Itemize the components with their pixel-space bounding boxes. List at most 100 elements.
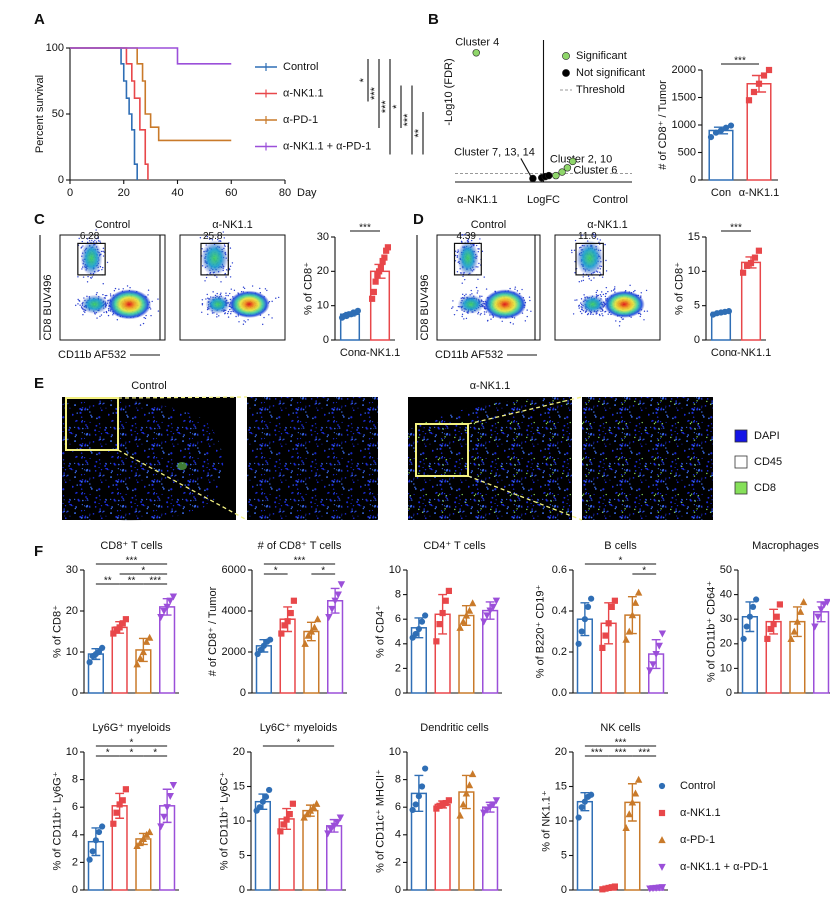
y-tick-label: 30 (317, 231, 329, 243)
flow-event (105, 311, 108, 314)
data-point (749, 603, 757, 611)
survival-curve (70, 47, 232, 142)
flow-event (247, 319, 249, 321)
flow-event (599, 294, 602, 296)
data-point (262, 793, 270, 800)
flow-event (574, 239, 577, 242)
y-tick-label: 0 (726, 687, 732, 699)
flow-event (201, 302, 204, 305)
flow-event (470, 239, 473, 242)
flow-event (574, 272, 576, 274)
legend-swatch (734, 481, 748, 495)
y-tick-label: 2000 (222, 646, 246, 658)
flow-event (108, 309, 110, 312)
flow-event (80, 247, 82, 249)
error-bar (138, 637, 148, 663)
flow-event (219, 240, 221, 242)
flow-event (605, 286, 608, 289)
flow-event (526, 315, 528, 318)
flow-event (614, 286, 616, 288)
data-point (796, 607, 805, 615)
data-point (327, 826, 335, 834)
data-point (412, 630, 419, 638)
data-point (145, 633, 154, 641)
flow-event (86, 238, 89, 240)
flow-event (227, 310, 230, 313)
flow-event (77, 298, 79, 301)
flow-event (77, 276, 79, 278)
data-point (157, 823, 165, 831)
survival-curve (70, 47, 138, 180)
y-tick-label: 10 (720, 662, 732, 674)
data-point (575, 640, 582, 647)
flow-event (643, 310, 646, 312)
flow-event (453, 313, 456, 316)
flow-event (229, 265, 232, 268)
data-point (492, 797, 501, 805)
flow-density (80, 240, 103, 276)
flow-event (201, 299, 204, 301)
significance-label: * (391, 104, 403, 109)
flow-event (582, 279, 585, 282)
flow-event (116, 319, 119, 321)
flow-event (592, 233, 594, 235)
panel-letter: F (34, 543, 43, 560)
error-bar (769, 608, 779, 635)
error-bar (485, 601, 495, 620)
data-point (372, 278, 379, 285)
annotation: Cluster 4 (455, 37, 499, 49)
flow-event (107, 314, 110, 317)
flow-event (477, 290, 479, 292)
flow-event (621, 318, 624, 320)
data-point (489, 603, 497, 611)
data-point (743, 623, 750, 630)
flow-event (463, 318, 465, 320)
flow-plot-frame (179, 234, 286, 341)
flow-event (452, 300, 454, 302)
significance-label: * (274, 566, 278, 577)
data-point (459, 617, 467, 625)
error-bar (115, 792, 125, 819)
flow-event (199, 237, 202, 239)
flow-plot-frame (554, 234, 661, 341)
x-axis-label: CD11b AF532 (435, 349, 503, 361)
y-tick-label: 8 (395, 589, 401, 601)
data-point (267, 636, 274, 643)
flow-event (592, 313, 594, 316)
data-point (753, 596, 760, 603)
data-point (113, 809, 120, 816)
y-tick-label: 0 (690, 174, 696, 186)
significance-label: ** (128, 576, 136, 587)
flow-event (529, 299, 531, 302)
data-point (377, 264, 384, 271)
error-bar (580, 792, 590, 812)
data-point (290, 597, 297, 604)
flow-event (263, 316, 265, 319)
y-tick-label: 0 (395, 884, 401, 896)
flow-event (229, 247, 232, 249)
significance-label: * (619, 556, 623, 567)
chart-title: Macrophages (752, 540, 819, 552)
bar (254, 800, 271, 891)
flow-event (475, 286, 478, 289)
flow-event (229, 292, 231, 295)
y-tick-label: 0 (240, 687, 246, 699)
y-tick-label: 20 (233, 746, 245, 758)
data-point (337, 581, 346, 589)
flow-event (613, 288, 616, 290)
flow-event (477, 248, 479, 250)
legend-marker (658, 863, 666, 871)
y-tick-label: 2 (72, 856, 78, 868)
chart-title: CD8⁺ T cells (100, 540, 163, 552)
tumor-section (408, 397, 572, 520)
flow-event (595, 291, 597, 294)
flow-density (580, 294, 606, 314)
data-point (301, 639, 309, 647)
error-bar (374, 263, 386, 279)
y-tick-label: 0 (395, 687, 401, 699)
plot-title: α-NK1.1 (212, 219, 253, 231)
flow-event (470, 289, 472, 292)
data-point (740, 635, 747, 642)
error-bar (651, 886, 661, 890)
data-point (599, 886, 606, 893)
